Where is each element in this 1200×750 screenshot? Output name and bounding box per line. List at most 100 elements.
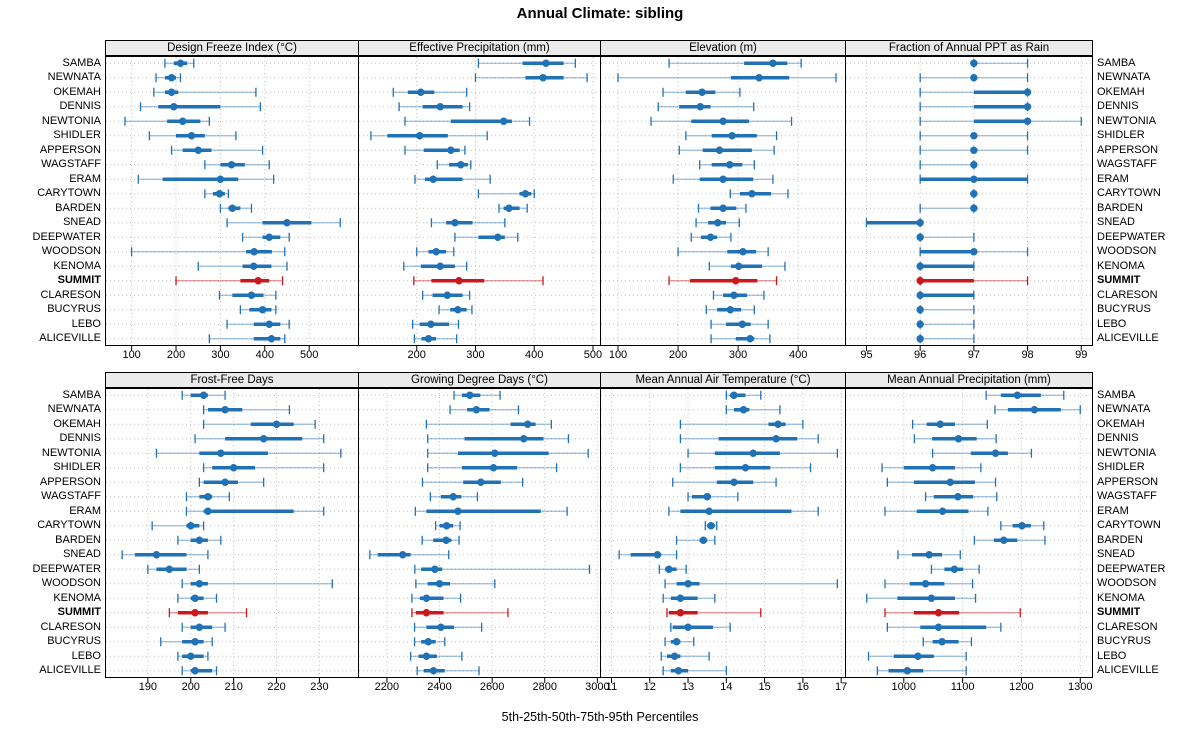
percentile-bar-clareson: [916, 290, 975, 300]
station-label-lebo: LEBO: [71, 317, 101, 330]
axis-tick-label: 96: [914, 349, 927, 361]
panel-plot-frost-free-days: [105, 388, 359, 683]
station-label-apperson: APPERSON: [1097, 475, 1159, 488]
station-label-deepwater: DEEPWATER: [32, 230, 101, 243]
percentile-bar-woodson: [130, 247, 286, 257]
percentile-bar-barden: [973, 535, 1046, 545]
axis-tick-label: 1300: [1067, 681, 1093, 693]
axis-tick-label: 220: [267, 681, 286, 693]
station-label-shidler: SHIDLER: [53, 461, 101, 474]
station-label-deepwater: DEEPWATER: [32, 562, 101, 575]
percentile-bar-clareson: [181, 622, 226, 632]
station-label-newtonia: NEWTONIA: [41, 446, 101, 459]
axis-tick-label: 210: [224, 681, 243, 693]
axis-tick-label: 400: [788, 349, 808, 361]
percentile-bar-summit: [666, 608, 762, 618]
station-label-lebo: LEBO: [1097, 317, 1127, 330]
percentile-bar-carytown: [729, 189, 789, 199]
station-label-kenoma: KENOMA: [53, 259, 101, 272]
station-label-eram: ERAM: [69, 172, 101, 185]
axis-tick-label: 200: [166, 349, 186, 361]
panel-header-frost-free-days: Frost-Free Days: [105, 372, 359, 388]
station-label-barden: BARDEN: [1097, 201, 1143, 214]
station-label-newnata: NEWNATA: [47, 403, 101, 416]
station-label-samba: SAMBA: [62, 56, 101, 69]
axis-tick-label: 500: [583, 349, 603, 361]
percentile-bar-shidler: [370, 131, 488, 141]
panel-header-mean-annual-air-temperature-c: Mean Annual Air Temperature (°C): [600, 372, 846, 388]
percentile-bar-clareson: [218, 290, 277, 300]
percentile-bar-samba: [181, 390, 226, 400]
percentile-bar-apperson: [919, 145, 1029, 155]
percentile-bar-newnata: [725, 405, 781, 415]
percentile-bar-bucyrus: [664, 637, 695, 647]
percentile-bar-woodson: [884, 579, 974, 589]
percentile-bar-newtonia: [427, 448, 589, 458]
percentile-bar-eram: [185, 506, 325, 516]
percentile-bar-carytown: [704, 521, 718, 531]
station-label-newnata: NEWNATA: [47, 71, 101, 84]
percentile-bar-shidler: [202, 463, 325, 473]
percentile-bar-aliceville: [662, 666, 727, 676]
station-label-newtonia: NEWTONIA: [41, 114, 101, 127]
percentile-bar-kenoma: [403, 261, 468, 271]
percentile-bar-newtonia: [650, 116, 793, 126]
station-label-barden: BARDEN: [1097, 533, 1143, 546]
percentile-bar-samba: [477, 58, 576, 68]
percentile-bar-newnata: [919, 73, 1029, 83]
station-label-carytown: CARYTOWN: [37, 519, 101, 532]
panel-plot-elevation-m: [600, 56, 846, 351]
axis-tick-label: 3000: [585, 681, 610, 693]
percentile-bar-dennis: [398, 102, 471, 112]
percentile-bar-okemah: [919, 87, 1032, 97]
percentile-bar-apperson: [672, 477, 777, 487]
percentile-bar-barden: [675, 535, 716, 545]
percentile-bar-bucyrus: [438, 305, 473, 315]
percentile-bar-barden: [919, 203, 978, 213]
station-label-bucyrus: BUCYRUS: [1097, 635, 1151, 648]
percentile-bar-newtonia: [404, 116, 531, 126]
station-label-okemah: OKEMAH: [53, 85, 101, 98]
percentile-bar-samba: [668, 58, 802, 68]
station-label-lebo: LEBO: [1097, 649, 1127, 662]
panel-plot-fraction-of-annual-ppt-as-rain: [845, 56, 1093, 351]
percentile-bar-kenoma: [411, 593, 462, 603]
percentile-bar-carytown: [434, 521, 461, 531]
percentile-bar-dennis: [194, 434, 325, 444]
percentile-bar-aliceville: [208, 334, 286, 344]
station-label-newtonia: NEWTONIA: [1097, 114, 1157, 127]
percentile-bar-okemah: [911, 419, 988, 429]
axis-tick-label: 300: [466, 349, 485, 361]
station-label-barden: BARDEN: [55, 533, 101, 546]
station-label-carytown: CARYTOWN: [1097, 519, 1161, 532]
percentile-bar-lebo: [411, 319, 460, 329]
percentile-bar-lebo: [177, 651, 209, 661]
axis-tick-label: 190: [138, 681, 158, 693]
percentile-bar-kenoma: [197, 261, 288, 271]
percentile-bar-deepwater: [916, 232, 975, 242]
station-label-aliceville: ALICEVILLE: [1097, 332, 1159, 345]
percentile-bar-aliceville: [181, 666, 218, 676]
percentile-bar-samba: [725, 390, 762, 400]
percentile-bar-newtonia: [931, 448, 1033, 458]
axis-tick-label: 15: [758, 681, 771, 693]
percentile-bar-newtonia: [919, 116, 1082, 126]
station-label-samba: SAMBA: [1097, 56, 1136, 69]
percentile-bar-barden: [219, 203, 253, 213]
percentile-bar-aliceville: [710, 334, 771, 344]
percentile-bar-newnata: [202, 405, 291, 415]
percentile-bar-wagstaff: [699, 160, 755, 170]
percentile-bar-snead: [121, 550, 209, 560]
axis-tick-label: 200: [181, 681, 200, 693]
percentile-bar-bucyrus: [160, 637, 213, 647]
percentile-bar-dennis: [139, 102, 262, 112]
panel-plot-design-freeze-index-c: [105, 56, 359, 351]
axis-tick-label: 14: [720, 681, 733, 693]
station-label-kenoma: KENOMA: [1097, 259, 1145, 272]
percentile-bar-deepwater: [454, 232, 519, 242]
percentile-bar-bucyrus: [705, 305, 755, 315]
percentile-bar-wagstaff: [204, 160, 270, 170]
station-label-summit: SUMMIT: [1097, 606, 1141, 619]
station-label-apperson: APPERSON: [1097, 143, 1159, 156]
percentile-bar-samba: [453, 390, 501, 400]
